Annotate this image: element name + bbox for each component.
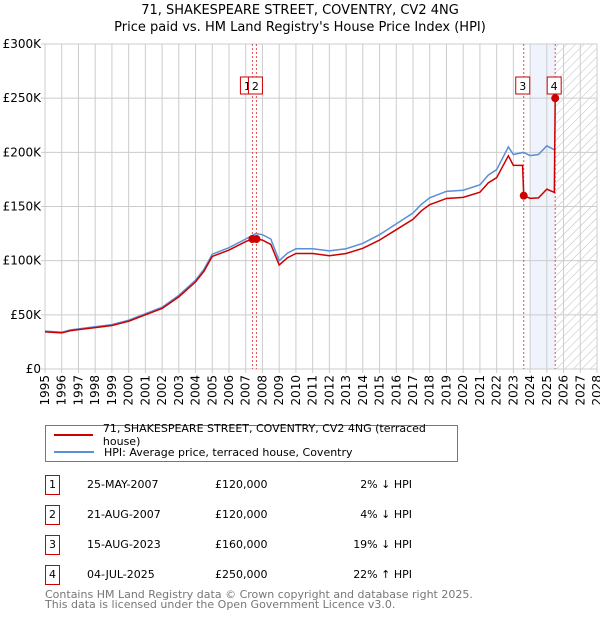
x-tick-label: 2000 [122, 375, 136, 406]
x-tick-label: 1997 [71, 375, 85, 406]
transaction-point [551, 94, 560, 103]
x-tick-label: 2025 [540, 375, 554, 406]
transaction-hpi: 2% ↓ HPI [360, 478, 412, 491]
x-tick-label: 2004 [189, 375, 203, 406]
legend-label-hpi: HPI: Average price, terraced house, Cove… [104, 445, 353, 459]
x-tick-label: 2002 [155, 375, 169, 406]
footer-line-2: This data is licensed under the Open Gov… [45, 598, 396, 611]
x-tick-label: 2020 [456, 375, 470, 406]
x-tick-label: 2016 [389, 375, 403, 406]
transaction-label-box [546, 76, 562, 95]
x-tick-label: 2019 [439, 375, 453, 406]
x-tick-label: 2011 [306, 375, 320, 406]
transaction-label: 4 [551, 80, 558, 93]
transaction-point [519, 191, 528, 200]
x-tick-label: 1995 [38, 375, 52, 406]
x-tick-label: 2010 [289, 375, 303, 406]
chart-title: 71, SHAKESPEARE STREET, COVENTRY, CV2 4N… [141, 3, 459, 18]
x-tick-label: 2023 [506, 375, 520, 406]
transaction-date: 25-MAY-2007 [87, 478, 159, 491]
x-tick-label: 2007 [239, 375, 253, 406]
transaction-label: 2 [252, 80, 259, 93]
x-tick-label: 2003 [172, 375, 186, 406]
transaction-label: 1 [244, 80, 251, 93]
y-tick-label: £150K [3, 200, 43, 214]
transaction-price: £250,000 [215, 568, 268, 581]
x-tick-label: 2013 [339, 375, 353, 406]
y-tick-label: £250K [3, 91, 43, 105]
legend-swatch-property [54, 434, 93, 436]
transaction-date: 21-AUG-2007 [87, 508, 161, 521]
transaction-hpi: 22% ↑ HPI [353, 568, 412, 581]
x-tick-label: 2021 [473, 375, 487, 406]
hpi-line [44, 144, 556, 333]
x-tick-label: 2015 [373, 375, 387, 406]
legend-label-property: 71, SHAKESPEARE STREET, COVENTRY, CV2 4N… [102, 422, 426, 448]
y-tick-label: £200K [3, 145, 43, 159]
plot-area: 1995 1996 1997 1998 1999 2000 2001 2002 2003 2004… [3, 37, 600, 406]
x-tick-label: 2017 [406, 375, 420, 406]
x-tick-label: 1998 [88, 375, 102, 406]
x-tick-label: 2012 [322, 375, 336, 406]
footer-line-1: Contains HM Land Registry data © Crown c… [45, 588, 473, 601]
transaction-price: £120,000 [215, 478, 268, 491]
transaction-number: 2 [45, 505, 60, 525]
transaction-label: 3 [519, 80, 526, 93]
transaction-hpi: 19% ↓ HPI [353, 538, 412, 551]
transaction-hpi: 4% ↓ HPI [360, 508, 412, 521]
transaction-number: 3 [45, 535, 60, 555]
x-tick-label: 2024 [523, 375, 537, 406]
transaction-label-box [247, 76, 263, 95]
x-tick-label: 2026 [557, 375, 571, 406]
y-tick-label: £0 [26, 362, 41, 376]
y-tick-label: £50K [10, 308, 42, 322]
transaction-date: 04-JUL-2025 [87, 568, 155, 581]
legend-swatch-hpi [54, 451, 94, 453]
footer: Contains HM Land Registry data © Crown c… [45, 588, 473, 611]
x-tick-label: 2005 [205, 375, 219, 406]
transaction-price: £120,000 [215, 508, 268, 521]
x-tick-label: 2006 [222, 375, 236, 406]
x-tick-label: 2008 [255, 375, 269, 406]
x-tick-label: 2009 [272, 375, 286, 406]
x-tick-label: 2014 [356, 375, 370, 406]
property-price-line [44, 98, 556, 334]
y-tick-label: £300K [3, 37, 43, 51]
x-tick-label: 2001 [138, 375, 152, 406]
legend: 71, SHAKESPEARE STREET, COVENTRY, CV2 4N… [45, 422, 458, 462]
chart-subtitle: Price paid vs. HM Land Registry's House … [114, 20, 486, 35]
transaction-date: 15-AUG-2023 [87, 538, 161, 551]
transaction-number: 4 [45, 565, 60, 585]
x-tick-label: 2022 [490, 375, 504, 406]
x-tick-label: 2027 [573, 375, 587, 406]
transaction-price: £160,000 [215, 538, 268, 551]
x-tick-label: 1999 [105, 375, 119, 406]
x-tick-label: 2018 [423, 375, 437, 406]
transaction-number: 1 [45, 475, 60, 495]
transaction-label-box [515, 76, 531, 95]
transaction-point [252, 235, 261, 243]
x-tick-label: 1996 [55, 375, 69, 406]
y-tick-label: £100K [3, 254, 43, 268]
x-tick-label: 2028 [590, 375, 600, 406]
